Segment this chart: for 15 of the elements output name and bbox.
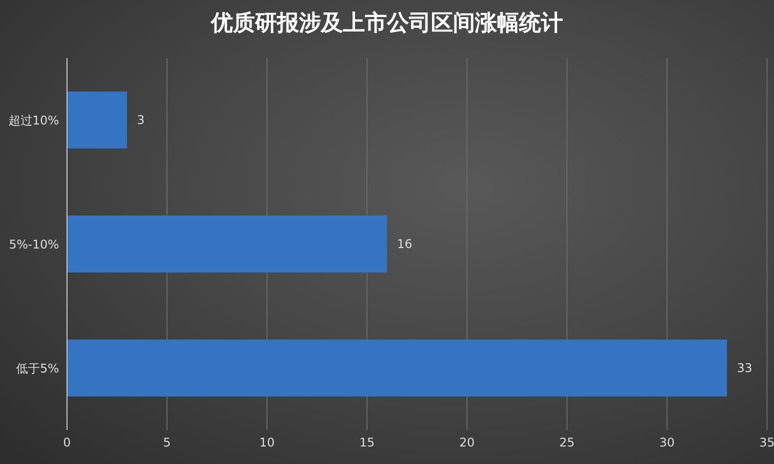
y-tick-label: 低于5% <box>16 361 59 376</box>
x-tick-label: 25 <box>559 436 575 450</box>
x-tick-label: 0 <box>63 436 71 450</box>
chart-title: 优质研报涉及上市公司区间涨幅统计 <box>209 10 564 38</box>
x-tick-label: 10 <box>259 436 275 450</box>
x-tick-label: 20 <box>459 436 475 450</box>
x-tick-label: 15 <box>359 436 375 450</box>
y-tick-label: 5%-10% <box>8 237 59 252</box>
data-label: 3 <box>137 113 145 128</box>
data-label: 16 <box>397 237 412 252</box>
x-tick-label: 35 <box>759 436 774 450</box>
x-tick-label: 5 <box>163 436 171 450</box>
x-tick-label: 30 <box>659 436 675 450</box>
data-label: 33 <box>737 361 752 376</box>
y-tick-label: 超过10% <box>8 113 59 128</box>
